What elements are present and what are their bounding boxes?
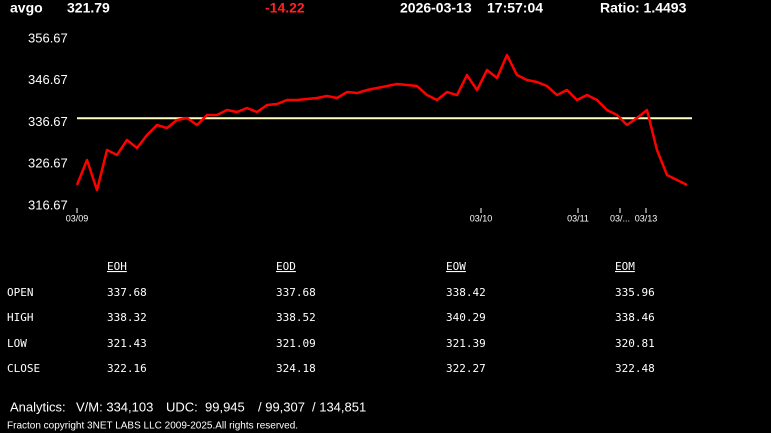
table-cell: 338.42: [446, 286, 486, 299]
x-tick-label: 03/13: [635, 213, 658, 223]
x-tick-label: 03/10: [470, 213, 493, 223]
x-tick-label: 03/09: [66, 213, 89, 223]
y-tick-label: 316.67: [28, 197, 68, 212]
column-header: EOW: [446, 260, 466, 273]
price-line: [75, 53, 688, 192]
copyright: Fracton copyright 3NET LABS LLC 2009-202…: [7, 421, 298, 432]
analytics-label: Analytics:: [10, 399, 66, 414]
table-cell: 322.27: [446, 362, 486, 375]
row-label: HIGH: [7, 311, 34, 324]
column-header: EOH: [107, 260, 127, 273]
x-tick-label: 03/11: [567, 213, 589, 223]
price: 321.79: [67, 0, 110, 16]
table-cell: 320.81: [615, 337, 655, 350]
udc-3: / 134,851: [312, 399, 366, 414]
y-tick-label: 336.67: [28, 114, 68, 129]
table-cell: 338.32: [107, 311, 147, 324]
column-header: EOD: [276, 260, 296, 273]
table-cell: 335.96: [615, 286, 655, 299]
table-cell: 338.46: [615, 311, 655, 324]
table-cell: 337.68: [107, 286, 147, 299]
table-cell: 338.52: [276, 311, 316, 324]
table-cell: 337.68: [276, 286, 316, 299]
table-cell: 321.09: [276, 337, 316, 350]
ratio: Ratio: 1.4493: [600, 0, 687, 16]
table-cell: 322.48: [615, 362, 655, 375]
vm: V/M: 334,103: [76, 399, 153, 414]
table-cell: 340.29: [446, 311, 486, 324]
x-tick-label: 03/...: [610, 213, 630, 223]
y-tick-label: 326.67: [28, 156, 68, 171]
row-label: CLOSE: [7, 362, 40, 375]
table-cell: 321.43: [107, 337, 147, 350]
row-label: OPEN: [7, 286, 34, 299]
column-header: EOM: [615, 260, 635, 273]
date: 2026-03-13: [400, 0, 472, 16]
symbol: avgo: [10, 0, 43, 16]
table-cell: 324.18: [276, 362, 316, 375]
change: -14.22: [265, 0, 305, 16]
y-tick-label: 356.67: [28, 30, 68, 45]
udc-2: / 99,307: [258, 399, 305, 414]
time: 17:57:04: [487, 0, 543, 16]
table-cell: 321.39: [446, 337, 486, 350]
y-tick-label: 346.67: [28, 72, 68, 87]
row-label: LOW: [7, 337, 27, 350]
udc: UDC: 99,945: [166, 399, 245, 414]
table-cell: 322.16: [107, 362, 147, 375]
